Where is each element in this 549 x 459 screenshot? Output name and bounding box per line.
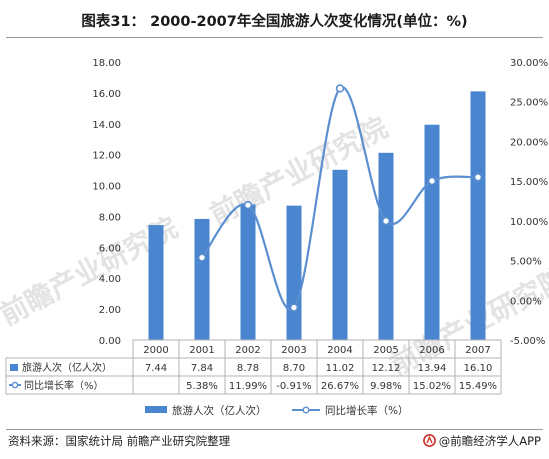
legend-line-marker	[302, 406, 310, 414]
data-label-growth: 11.99%	[229, 381, 267, 392]
x-tick-label: 2003	[281, 345, 306, 356]
y-left-tick-label: 10.00	[92, 182, 121, 193]
bar	[378, 152, 394, 340]
source-note: 资料来源：国家统计局 前瞻产业研究院整理	[8, 434, 231, 448]
growth-rate-point	[473, 173, 483, 182]
bar	[286, 205, 302, 340]
data-label-visitors: 8.70	[283, 363, 305, 374]
y-left-tick-label: 4.00	[99, 274, 121, 285]
y-right-tick-label: 0.00%	[510, 296, 542, 307]
y-right-tick-label: 10.00%	[510, 217, 548, 228]
data-label-visitors: 8.78	[237, 363, 259, 374]
table-legend-bar-key	[10, 364, 18, 371]
bar	[148, 225, 164, 340]
growth-rate-point	[243, 200, 253, 210]
table-legend-line-marker	[11, 381, 19, 389]
y-left-tick-label: 2.00	[99, 305, 121, 316]
brand-credit: @前瞻经济学人APP	[422, 433, 541, 449]
y-right-tick-label: 5.00%	[510, 257, 542, 268]
footer-divider	[6, 429, 543, 430]
data-label-growth: 5.38%	[186, 381, 218, 392]
data-label-visitors: 12.12	[372, 363, 401, 374]
growth-rate-point	[289, 303, 299, 312]
y-right-tick-label: 30.00%	[510, 58, 548, 69]
bar	[424, 124, 440, 341]
data-label-growth: 15.49%	[459, 381, 497, 392]
data-label-growth: 9.98%	[370, 381, 402, 392]
x-tick-label: 2007	[465, 345, 490, 356]
title-divider	[6, 37, 543, 38]
legend-label-growth: 同比增长率（%）	[325, 404, 408, 417]
y-right-tick-label: -5.00%	[510, 336, 545, 347]
data-label-growth: -0.91%	[276, 381, 311, 392]
x-tick-label: 2006	[419, 345, 444, 356]
data-label-visitors: 16.10	[464, 363, 493, 374]
growth-rate-point	[427, 176, 437, 186]
bar	[194, 218, 210, 340]
chart-title: 图表31： 2000-2007年全国旅游人次变化情况(单位：%)	[81, 14, 468, 30]
table-row-label-visitors: 旅游人次（亿人次）	[22, 361, 112, 374]
y-left-tick-label: 0.00	[99, 336, 121, 347]
brand-text: @前瞻经济学人APP	[438, 434, 541, 448]
y-left-tick-label: 14.00	[92, 120, 121, 131]
x-tick-label: 2002	[235, 345, 260, 356]
x-tick-label: 2004	[327, 345, 352, 356]
y-right-tick-label: 25.00%	[510, 98, 548, 109]
growth-rate-point	[381, 216, 391, 226]
data-label-visitors: 7.44	[145, 363, 167, 374]
growth-rate-line	[201, 86, 479, 311]
bar	[240, 204, 256, 340]
y-left-tick-label: 12.00	[92, 151, 121, 162]
y-right-tick-label: 20.00%	[510, 137, 548, 148]
bar	[332, 169, 348, 340]
y-left-tick-label: 8.00	[99, 212, 121, 223]
y-left-tick-label: 18.00	[92, 58, 121, 69]
legend-label-visitors: 旅游人次（亿人次）	[172, 404, 267, 417]
table-row-label-growth: 同比增长率（%）	[24, 379, 104, 392]
x-tick-label: 2001	[189, 345, 214, 356]
data-label-visitors: 7.84	[191, 363, 213, 374]
data-label-visitors: 11.02	[326, 363, 355, 374]
data-label-growth: 15.02%	[413, 381, 451, 392]
y-right-tick-label: 15.00%	[510, 177, 548, 188]
brand-logo-icon	[422, 434, 436, 447]
legend-bar-key	[145, 406, 167, 413]
y-left-tick-label: 16.00	[92, 89, 121, 100]
growth-rate-point	[197, 253, 207, 262]
x-tick-label: 2005	[373, 345, 398, 356]
bar	[470, 91, 486, 340]
y-left-tick-label: 6.00	[99, 243, 121, 254]
x-tick-label: 2000	[143, 345, 168, 356]
data-label-growth: 26.67%	[321, 381, 359, 392]
data-label-visitors: 13.94	[418, 363, 447, 374]
growth-rate-point	[335, 84, 345, 93]
